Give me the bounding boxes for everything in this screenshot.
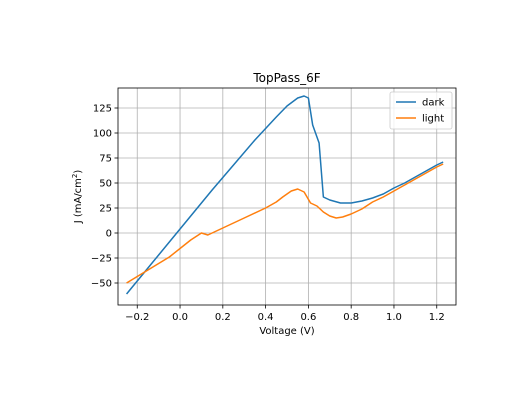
- series-line-light: [126, 163, 444, 284]
- axes-frame: [117, 87, 457, 306]
- y-tick-label: −25: [91, 254, 112, 265]
- y-ticks: −50 −25 0 25 50 75 100 125: [91, 104, 118, 290]
- chart-title: TopPass_6F: [252, 71, 320, 85]
- y-axis-label-superscript: 2: [71, 174, 79, 178]
- y-tick-label: −50: [91, 279, 112, 290]
- x-axis-label: Voltage (V): [259, 326, 314, 337]
- y-axis-label-close: ): [73, 170, 84, 174]
- x-tick-label: 1.2: [429, 312, 445, 323]
- y-axis-label: J (mA/cm2): [71, 170, 84, 225]
- x-tick-label: −0.2: [125, 312, 149, 323]
- x-tick-label: 0.2: [215, 312, 231, 323]
- x-tick-label: 0.4: [258, 312, 274, 323]
- y-tick-label: 25: [99, 204, 112, 215]
- legend-label-light: light: [422, 114, 444, 125]
- y-tick-label: 75: [99, 154, 112, 165]
- x-tick-label: 0.6: [300, 312, 316, 323]
- x-tick-label: 1.0: [386, 312, 402, 323]
- series-line-dark: [125, 95, 444, 295]
- series-lines: [125, 95, 444, 295]
- x-tick-label: 0.8: [343, 312, 359, 323]
- y-axis-label-main: J (mA/cm: [73, 178, 84, 224]
- x-tick-label: 0.0: [172, 312, 188, 323]
- y-tick-label: 100: [93, 129, 112, 140]
- x-ticks: −0.2 0.0 0.2 0.4 0.6 0.8 1.0 1.2: [125, 305, 445, 323]
- y-tick-label: 50: [99, 179, 112, 190]
- legend: dark light: [389, 91, 453, 130]
- legend-label-dark: dark: [422, 98, 445, 109]
- y-tick-label: 125: [93, 104, 112, 115]
- y-tick-label: 0: [106, 229, 112, 240]
